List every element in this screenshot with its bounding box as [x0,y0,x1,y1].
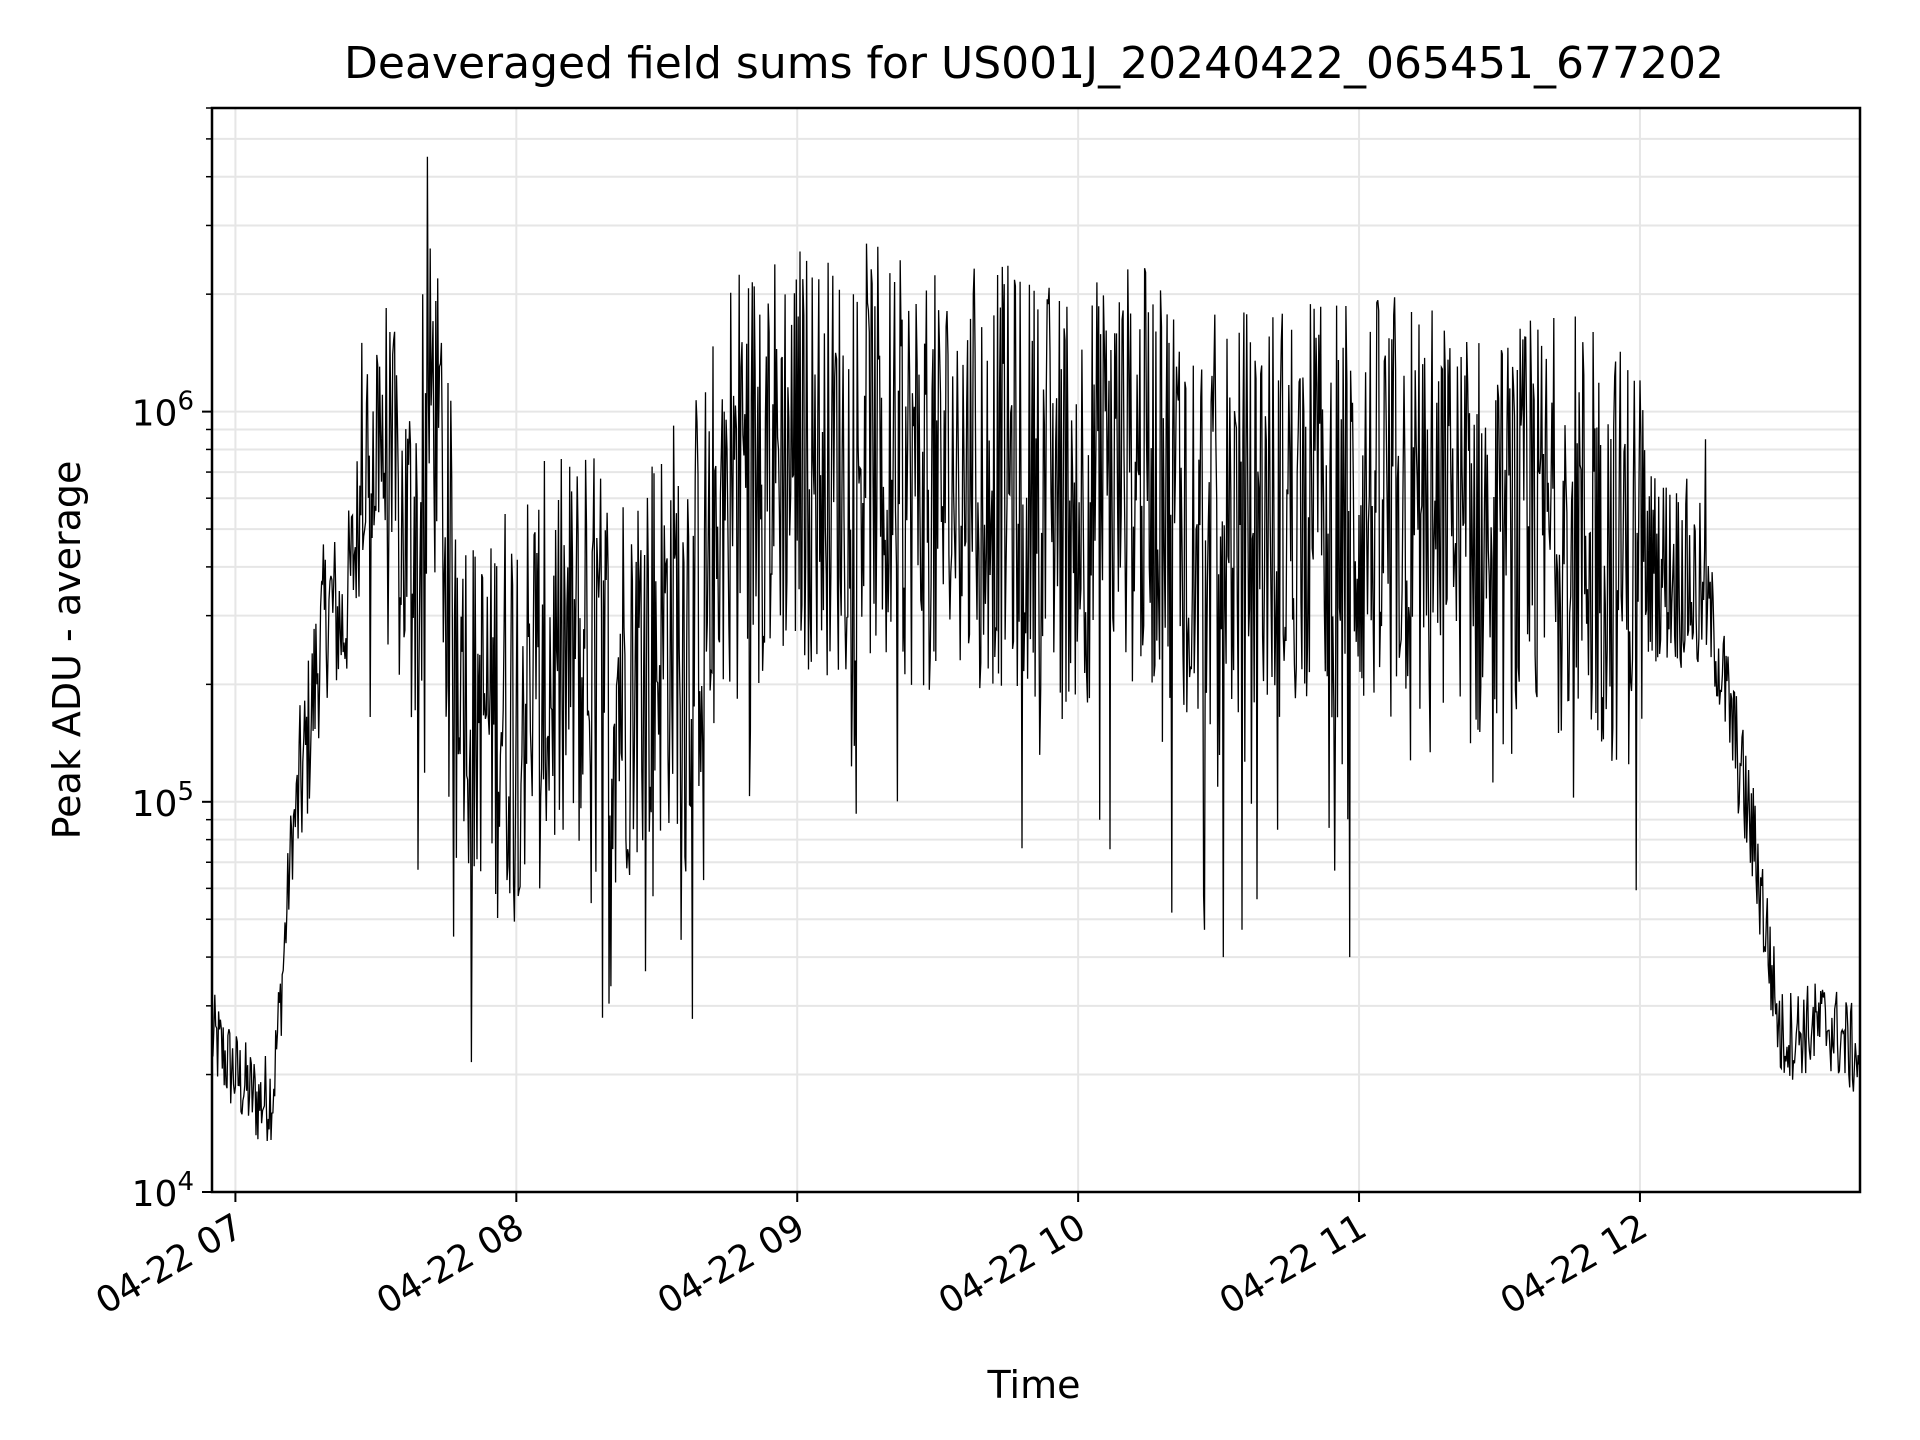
y-tick-label: 104 [132,1167,194,1215]
y-axis-label: Peak ADU - average [45,461,89,840]
y-tick-label: 105 [132,777,194,825]
series-layer [211,156,1861,1142]
x-axis-label: Time [987,1363,1081,1407]
plot-frame [210,106,1862,1194]
series-line [211,156,1861,1142]
y-tick-label: 106 [132,387,194,435]
chart-title: Deaveraged field sums for US001J_2024042… [344,38,1724,89]
